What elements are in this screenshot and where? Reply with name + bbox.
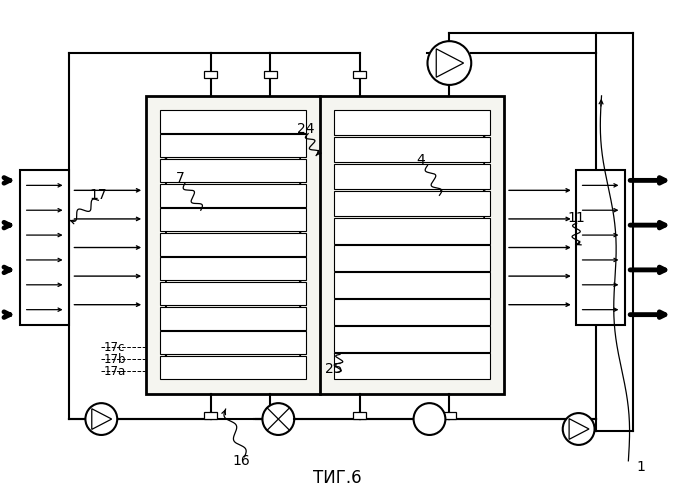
Polygon shape [436,49,464,78]
Bar [334,272,490,297]
Text: 24: 24 [297,122,315,136]
Bar [160,282,306,305]
Bar [443,71,456,78]
Bar [160,184,306,206]
Bar [160,306,306,330]
Bar [160,232,306,256]
Text: 17b: 17b [103,353,126,366]
Bar [20,170,70,324]
Bar [334,245,490,270]
Bar [205,412,217,419]
Circle shape [414,403,446,435]
Bar [160,208,306,231]
Polygon shape [92,408,111,430]
Bar [334,137,490,162]
Text: 4: 4 [416,154,425,168]
Text: 17a: 17a [103,365,126,378]
Bar [160,110,306,133]
Circle shape [563,413,595,445]
Bar [160,331,306,354]
Bar [264,412,277,419]
Bar [334,191,490,216]
Bar [160,134,306,158]
Text: 17c: 17c [103,341,125,354]
Bar [334,353,490,379]
Bar [160,159,306,182]
Bar [205,71,217,78]
Text: ΤИГ.6: ΤИГ.6 [313,468,361,486]
Bar [160,258,306,280]
Bar [334,164,490,190]
Circle shape [86,403,117,435]
Bar [334,326,490,351]
Text: 25: 25 [325,362,343,376]
Text: 1: 1 [637,460,645,474]
Bar [354,412,367,419]
Bar [334,218,490,244]
Bar [264,71,277,78]
Polygon shape [569,418,589,440]
Bar [443,412,456,419]
Text: 16: 16 [233,454,250,468]
Bar [334,110,490,136]
Text: 17: 17 [89,188,107,202]
Bar [146,96,504,394]
Circle shape [263,403,294,435]
Text: 11: 11 [568,211,585,225]
Circle shape [427,41,471,85]
Bar [160,356,306,379]
Bar [354,71,367,78]
Bar [334,299,490,324]
Bar [576,170,626,324]
Text: 7: 7 [176,172,185,185]
